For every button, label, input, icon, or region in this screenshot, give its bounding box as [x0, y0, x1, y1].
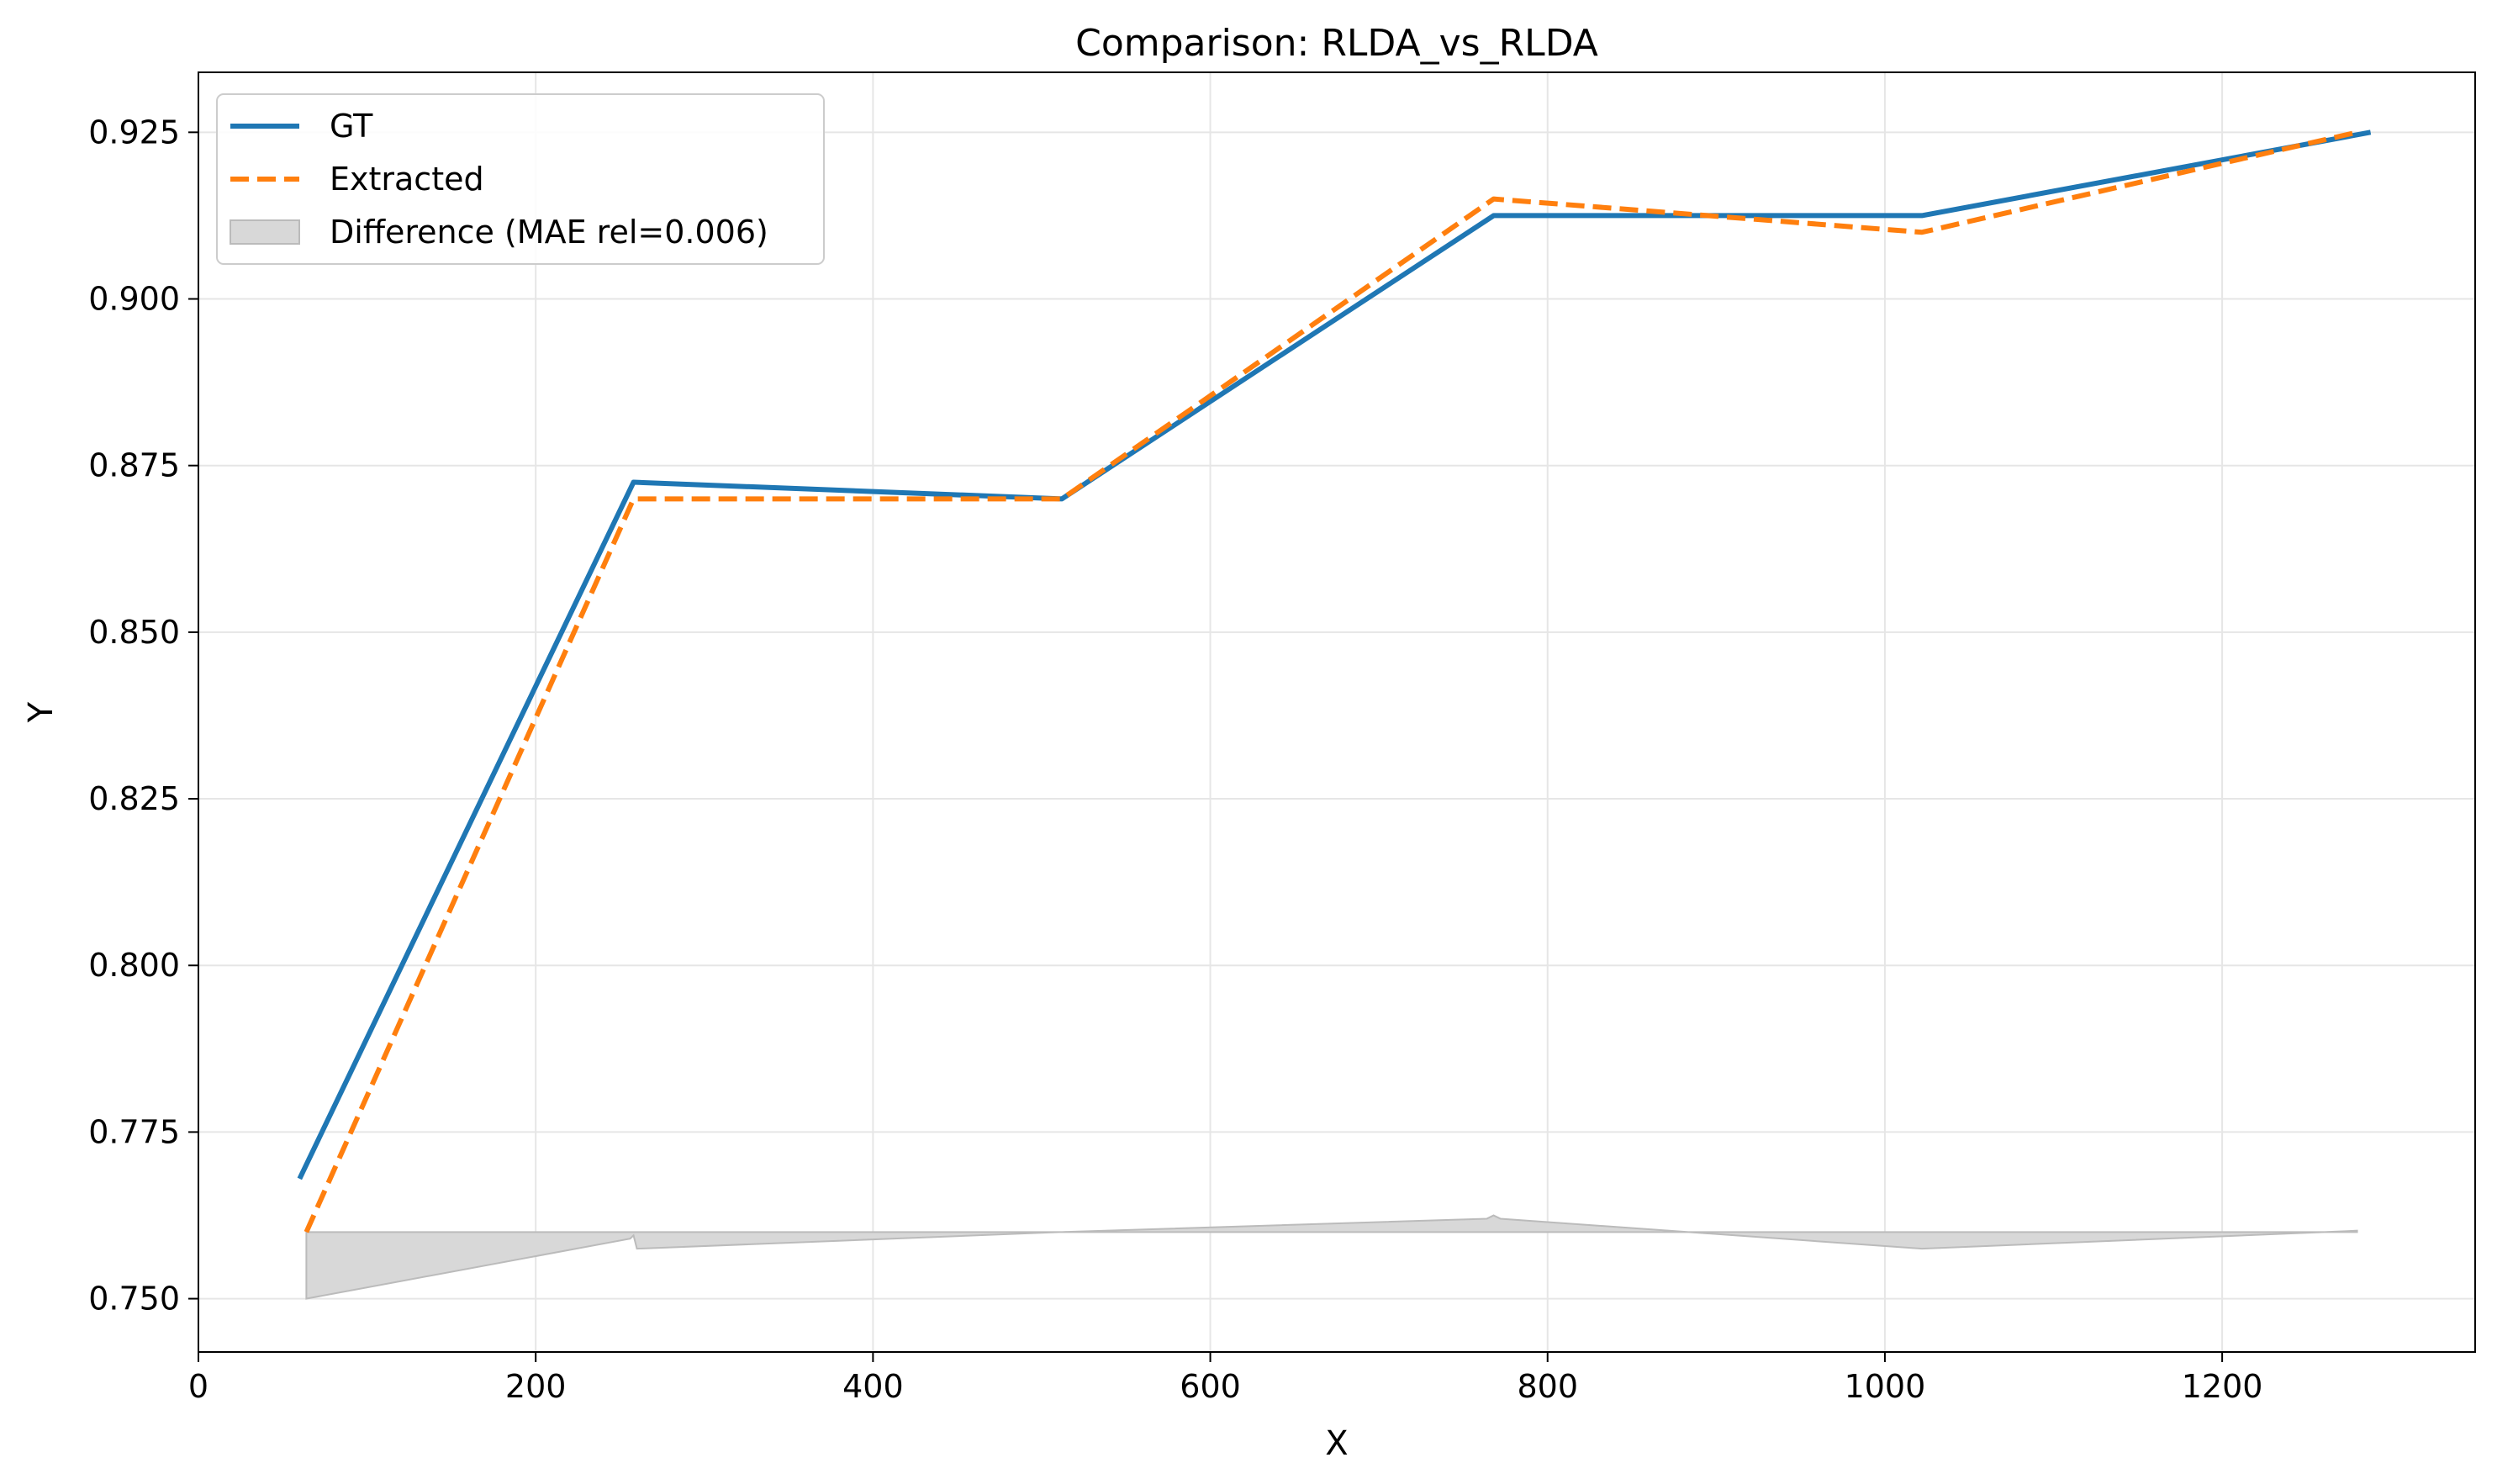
y-tick-label: 0.925 — [88, 114, 180, 151]
grid — [198, 72, 2475, 1352]
difference-area — [305, 1214, 2358, 1300]
y-tick-label: 0.900 — [88, 281, 180, 318]
plot-frame — [198, 71, 2476, 1353]
x-tick-label: 1200 — [2182, 1368, 2263, 1405]
x-tick-label: 600 — [1180, 1368, 1241, 1405]
x-tick-label: 200 — [505, 1368, 567, 1405]
difference-fill — [305, 1214, 2358, 1300]
x-tick-label: 400 — [842, 1368, 904, 1405]
y-tick-label: 0.800 — [88, 947, 180, 984]
x-tick-label: 0 — [188, 1368, 209, 1405]
y-tick-label: 0.825 — [88, 780, 180, 817]
legend-label: Extracted — [330, 161, 484, 198]
legend: GT Extracted Difference (MAE rel=0.006) — [216, 93, 825, 265]
legend-label: GT — [330, 108, 373, 145]
chart-title: Comparison: RLDA_vs_RLDA — [1075, 22, 1598, 65]
series-lines — [297, 129, 2372, 1233]
legend-box — [216, 93, 825, 265]
legend-swatch-difference — [230, 219, 300, 245]
x-axis-ticks: 0 200 400 600 800 1000 1200 — [188, 1352, 2263, 1405]
x-tick-label: 800 — [1517, 1368, 1578, 1405]
y-tick-label: 0.850 — [88, 614, 180, 651]
legend-label: Difference (MAE rel=0.006) — [330, 214, 768, 251]
y-axis-ticks: 0.750 0.775 0.800 0.825 0.850 0.875 0.900 0.925 — [88, 114, 198, 1318]
series-line-gt — [297, 129, 2372, 1180]
y-tick-label: 0.750 — [88, 1281, 180, 1318]
y-tick-label: 0.875 — [88, 447, 180, 484]
x-tick-label: 1000 — [1845, 1368, 1926, 1405]
y-tick-label: 0.775 — [88, 1113, 180, 1150]
series-line-extracted — [304, 129, 2358, 1233]
y-axis-label: Y — [22, 701, 61, 723]
x-axis-label: X — [1325, 1424, 1348, 1463]
